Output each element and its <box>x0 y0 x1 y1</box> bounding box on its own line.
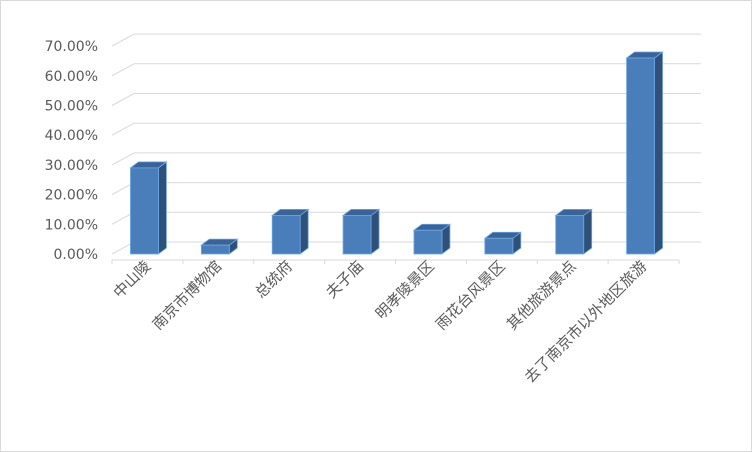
bar <box>555 214 585 255</box>
y-tick-label: 60.00% <box>45 69 98 85</box>
gridline-diagonal <box>111 152 135 166</box>
x-tick-label: 去了南京市以外地区旅游 <box>521 257 650 386</box>
x-tick-label: 南京市博物馆 <box>149 257 225 333</box>
bar <box>271 214 301 255</box>
y-tick-label: 40.00% <box>45 128 98 144</box>
bar-side <box>583 208 593 255</box>
bar-side <box>654 51 663 255</box>
x-tick-label: 夫子庙 <box>322 257 367 302</box>
bar-side <box>299 208 309 255</box>
bar <box>413 229 443 255</box>
y-tick-label: 20.00% <box>45 188 98 204</box>
x-tick-label: 总统府 <box>251 257 296 302</box>
bar <box>342 214 372 255</box>
gridline-diagonal <box>111 63 135 77</box>
x-tick-label: 其他旅游景点 <box>503 257 579 333</box>
y-tick-label: 30.00% <box>45 158 98 174</box>
bar-side <box>370 208 380 255</box>
bar <box>626 57 655 255</box>
x-tick-label: 明孝陵景区 <box>372 257 438 323</box>
gridline-diagonal <box>111 33 135 47</box>
y-tick-label: 10.00% <box>45 217 98 233</box>
bar <box>484 237 514 255</box>
gridline-diagonal <box>111 122 135 136</box>
y-tick-label: 0.00% <box>54 247 98 263</box>
bar <box>200 244 230 255</box>
gridline-diagonal <box>111 93 135 106</box>
bar <box>130 167 159 255</box>
x-tick-label: 中山陵 <box>110 257 155 302</box>
y-tick-label: 50.00% <box>45 99 98 115</box>
bar-side <box>158 161 167 255</box>
x-tick-label: 雨花台风景区 <box>432 257 508 333</box>
y-tick-label: 70.00% <box>45 39 98 55</box>
